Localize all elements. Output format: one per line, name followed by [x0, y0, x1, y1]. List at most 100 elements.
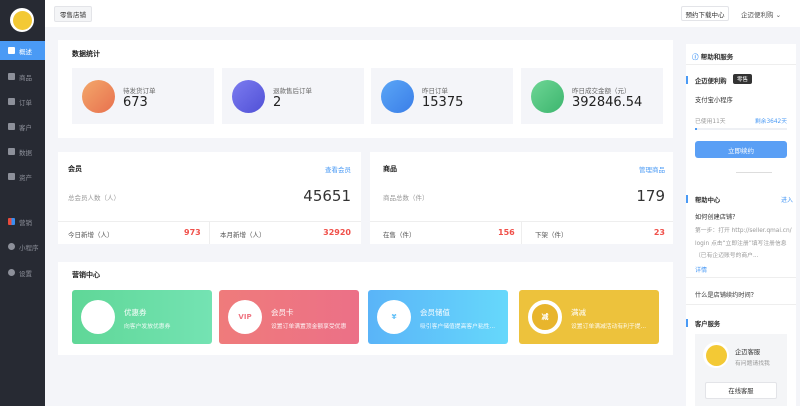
stat-value: 15375 — [422, 95, 464, 110]
view-members-link[interactable]: 查看会员 — [325, 166, 351, 174]
gear-icon — [8, 269, 15, 276]
discount-icon: 减 — [528, 300, 562, 334]
stat-refund-orders[interactable]: 退款售后订单 2 — [222, 68, 364, 124]
grid-icon — [8, 218, 15, 225]
manage-goods-link[interactable]: 管理商品 — [639, 166, 665, 174]
on-sale-label: 在售（件） — [383, 231, 416, 239]
marketing-desc: 向客户发放优惠券 — [124, 324, 171, 330]
total-value: 179 — [636, 187, 665, 205]
marketing-title: 会员卡 — [271, 308, 294, 317]
stat-value: 392846.54 — [572, 95, 643, 110]
divider — [521, 221, 522, 244]
sidebar-item-overview[interactable]: 概述 — [0, 41, 45, 60]
marketing-desc: 吸引客户储值提高客户粘性... — [420, 324, 496, 330]
store-name: 企迈便利购 — [695, 78, 727, 85]
download-center-button[interactable]: 预约下载中心 — [681, 6, 729, 21]
card-title: 会员 — [68, 165, 82, 173]
store-logo — [10, 8, 34, 32]
sidebar-item-miniapp[interactable]: 小程序 — [0, 237, 45, 256]
clipboard-icon — [381, 80, 414, 113]
coin-icon — [531, 80, 564, 113]
panel-title: 帮助和服务 — [700, 53, 734, 61]
marketing-member-card[interactable]: VIP 会员卡 设置订单满置顶金额享受优惠 — [219, 290, 359, 344]
sidebar-item-goods[interactable]: 商品 — [0, 67, 45, 86]
total-label: 商品总数（件） — [383, 194, 429, 202]
ticket-icon — [81, 300, 115, 334]
faq-answer: 第一步：打开 http://seller.qmai.cn/login 点击“立即… — [695, 228, 792, 259]
nav-label: 小程序 — [19, 243, 39, 252]
member-card: 会员 查看会员 总会员人数（人） 45651 今日新增（人） 973 本月新增（… — [58, 152, 361, 244]
sidebar-item-marketing[interactable]: 营销 — [0, 212, 45, 231]
gift-icon — [8, 73, 15, 80]
used-days: 已使用11天 — [695, 119, 726, 125]
today-label: 今日新增（人） — [68, 231, 114, 239]
order-icon — [8, 98, 15, 105]
top-bar: 零售店铺 预约下载中心 企迈便利购 ⌄ — [45, 0, 800, 27]
nav-label: 商品 — [19, 73, 32, 82]
accent-bar — [686, 319, 688, 327]
stat-pending-orders[interactable]: 待发货订单 673 — [72, 68, 214, 124]
stat-label: 昨日订单 — [422, 87, 448, 95]
nav-label: 概述 — [19, 47, 32, 56]
remaining-days: 剩余3642天 — [754, 119, 787, 125]
app-type: 支付宝小程序 — [695, 97, 733, 104]
marketing-desc: 设置订单满减活动有利于提... — [571, 324, 647, 330]
link-icon — [8, 243, 15, 250]
online-service-button[interactable]: 在线客服 — [705, 382, 777, 399]
accent-bar — [686, 195, 688, 203]
stat-value: 673 — [123, 95, 148, 110]
card-title: 商品 — [383, 165, 397, 173]
marketing-title: 优惠券 — [124, 308, 147, 317]
stat-label: 昨日成交金额（元） — [572, 87, 631, 95]
chevron-down-icon: ⌄ — [775, 11, 782, 19]
carousel-dots[interactable] — [736, 172, 772, 173]
sidebar: 概述 商品 订单 客户 数据 资产 营销 小程序 设置 — [0, 0, 45, 406]
marketing-desc: 设置订单满置顶金额享受优惠 — [271, 324, 347, 330]
marketing-coupon[interactable]: 优惠券向客户发放优惠券 — [72, 290, 212, 344]
nav-label: 数据 — [19, 148, 32, 157]
wallet-icon: ¥ — [377, 300, 411, 334]
total-value: 45651 — [303, 187, 351, 205]
user-menu[interactable]: 企迈便利购 ⌄ — [741, 9, 781, 19]
stat-yesterday-amount[interactable]: 昨日成交金额（元） 392846.54 — [521, 68, 663, 124]
divider — [209, 221, 210, 244]
store-switch-button[interactable]: 零售店铺 — [54, 6, 92, 22]
sidebar-item-customers[interactable]: 客户 — [0, 117, 45, 136]
faq-question[interactable]: 什么是店铺续约时间？ — [695, 292, 757, 299]
nav-label: 资产 — [19, 173, 32, 182]
sidebar-item-settings[interactable]: 设置 — [0, 263, 45, 282]
marketing-title: 满减 — [571, 308, 586, 317]
stat-label: 待发货订单 — [123, 87, 156, 95]
service-avatar — [703, 342, 729, 368]
store-type-tag: 零售 — [733, 74, 753, 84]
box-icon — [82, 80, 115, 113]
goods-card: 商品 管理商品 商品总数（件） 179 在售（件） 156 下架（件） 23 — [370, 152, 673, 244]
refund-icon — [232, 80, 265, 113]
divider — [686, 277, 796, 278]
sidebar-item-orders[interactable]: 订单 — [0, 92, 45, 111]
nav-label: 客户 — [19, 123, 32, 132]
renew-button[interactable]: 立即续约 — [695, 141, 787, 158]
faq-detail-link[interactable]: 详情 — [695, 267, 708, 274]
customer-service-title: 客户服务 — [695, 321, 721, 328]
total-label: 总会员人数（人） — [68, 194, 120, 202]
faq-question[interactable]: 如何创建店铺？ — [695, 214, 739, 221]
sidebar-item-data[interactable]: 数据 — [0, 142, 45, 161]
nav-label: 设置 — [19, 269, 32, 278]
help-enter-link[interactable]: 进入 — [780, 197, 793, 204]
chart-icon — [8, 148, 15, 155]
divider — [686, 304, 796, 305]
marketing-stored-value[interactable]: ¥ 会员储值吸引客户储值提高客户粘性... — [368, 290, 508, 344]
off-shelf-value: 23 — [653, 228, 665, 237]
help-center-title: 帮助中心 — [695, 197, 721, 204]
service-name: 企迈客服 — [735, 349, 761, 356]
off-shelf-label: 下架（件） — [535, 231, 568, 239]
marketing-title: 会员储值 — [420, 308, 450, 317]
stat-yesterday-orders[interactable]: 昨日订单 15375 — [371, 68, 513, 124]
users-icon — [8, 123, 15, 130]
help-service-header: ⓘ 帮助和服务 — [692, 51, 733, 61]
marketing-discount[interactable]: 减满减设置订单满减活动有利于提... — [519, 290, 659, 344]
usage-progress — [695, 128, 787, 130]
sidebar-item-assets[interactable]: 资产 — [0, 167, 45, 186]
nav-label: 营销 — [19, 218, 32, 227]
